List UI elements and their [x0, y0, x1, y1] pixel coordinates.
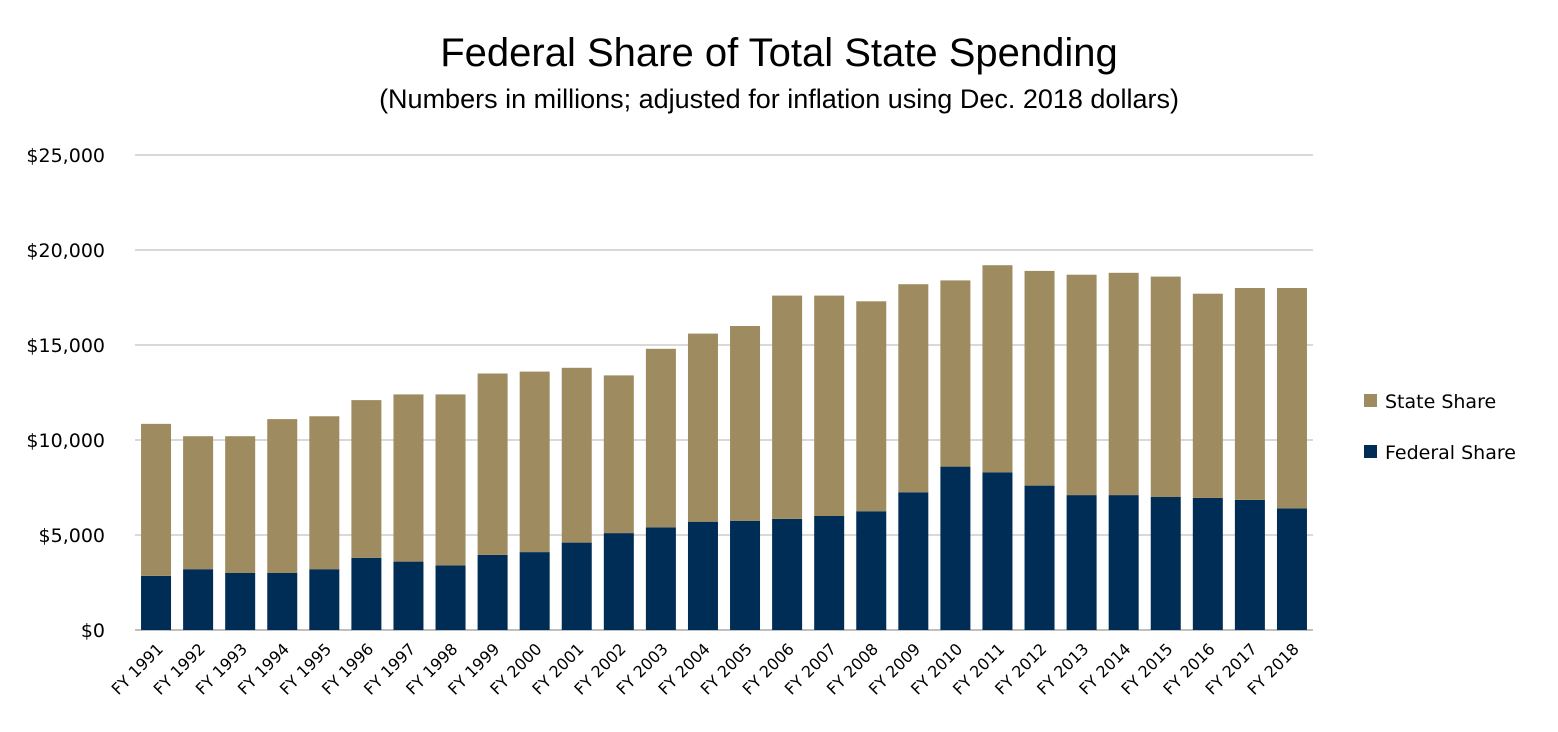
bar-state-share: [603, 375, 634, 534]
bar-state-share: [393, 394, 424, 562]
bar-federal-share: [393, 561, 424, 630]
bar-federal-share: [940, 466, 971, 630]
bar-federal-share: [225, 573, 256, 630]
bar-state-share: [561, 367, 592, 543]
bar-federal-share: [519, 552, 550, 630]
y-tick-label: $15,000: [26, 335, 105, 357]
chart-subtitle: (Numbers in millions; adjusted for infla…: [379, 84, 1179, 114]
legend-swatch: [1364, 394, 1377, 407]
bar-state-share: [645, 348, 676, 528]
bar-federal-share: [814, 516, 845, 630]
bar-state-share: [772, 295, 803, 519]
y-tick-label: $20,000: [26, 240, 105, 262]
bar-federal-share: [1108, 495, 1139, 630]
bar-federal-share: [1192, 497, 1223, 630]
bar-federal-share: [772, 518, 803, 630]
bar-state-share: [1150, 276, 1181, 497]
legend-label: Federal Share: [1385, 442, 1516, 464]
bar-federal-share: [1024, 485, 1055, 630]
bar-state-share: [225, 436, 256, 573]
bar-federal-share: [351, 557, 382, 630]
bar-federal-share: [603, 533, 634, 630]
bar-state-share: [856, 301, 887, 512]
bar-state-share: [730, 326, 761, 521]
bar-state-share: [898, 284, 929, 493]
y-tick-label: $10,000: [26, 430, 105, 452]
bar-state-share: [477, 373, 508, 555]
bar-federal-share: [183, 569, 214, 630]
y-tick-label: $25,000: [26, 145, 105, 167]
bar-state-share: [267, 419, 298, 573]
bar-state-share: [309, 416, 340, 570]
bar-state-share: [687, 333, 718, 522]
bar-state-share: [1024, 270, 1055, 486]
bar-state-share: [1066, 274, 1097, 496]
legend-label: State Share: [1385, 391, 1496, 413]
bar-federal-share: [309, 569, 340, 630]
bar-state-share: [814, 295, 845, 516]
bar-federal-share: [1150, 497, 1181, 630]
bar-state-share: [940, 280, 971, 467]
bar-state-share: [351, 400, 382, 558]
bar-federal-share: [856, 511, 887, 630]
bar-state-share: [1192, 293, 1223, 498]
bar-state-share: [519, 371, 550, 553]
bar-federal-share: [687, 521, 718, 630]
bar-federal-share: [561, 542, 592, 630]
bar-federal-share: [982, 472, 1013, 630]
y-tick-label: $0: [81, 620, 105, 642]
bar-federal-share: [1066, 495, 1097, 630]
bar-federal-share: [435, 565, 466, 630]
bar-federal-share: [141, 575, 172, 630]
chart-title: Federal Share of Total State Spending: [440, 31, 1118, 75]
bar-state-share: [141, 423, 172, 576]
bar-state-share: [1234, 288, 1265, 500]
bar-federal-share: [1276, 508, 1307, 630]
bar-state-share: [1108, 272, 1139, 496]
bar-federal-share: [730, 520, 761, 630]
legend-swatch: [1364, 445, 1377, 458]
bar-state-share: [982, 265, 1013, 473]
bar-federal-share: [645, 527, 676, 630]
bar-state-share: [1276, 288, 1307, 509]
bar-federal-share: [1234, 499, 1265, 630]
bar-federal-share: [898, 492, 929, 630]
bar-state-share: [183, 436, 214, 570]
y-tick-label: $5,000: [39, 525, 105, 547]
bar-federal-share: [477, 554, 508, 630]
bar-federal-share: [267, 573, 298, 630]
bar-state-share: [435, 394, 466, 566]
